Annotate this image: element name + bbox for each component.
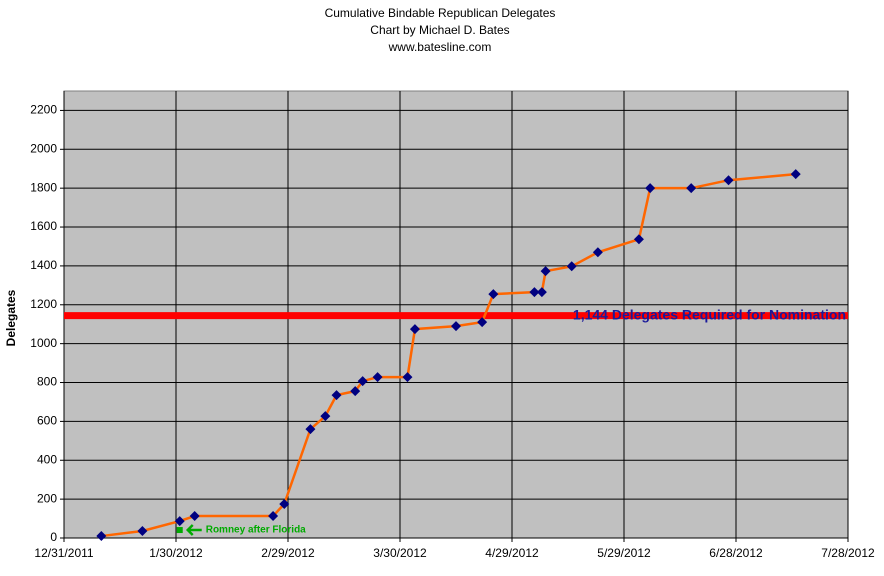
data-point (409, 324, 420, 335)
data-point (279, 498, 290, 509)
data-point (723, 175, 734, 186)
y-tick-label: 1400 (30, 258, 57, 272)
y-tick-label: 2200 (30, 103, 57, 117)
data-point (566, 261, 577, 272)
x-tick-label: 2/29/2012 (261, 546, 315, 560)
data-point (189, 511, 200, 522)
chart-title: Cumulative Bindable Republican Delegates (325, 6, 556, 20)
data-point (137, 526, 148, 537)
data-point (536, 287, 547, 298)
annotation-arrow (185, 524, 202, 536)
y-tick-label: 1000 (30, 336, 57, 350)
data-point (686, 183, 697, 194)
data-point (96, 531, 107, 542)
y-tick-label: 200 (37, 491, 57, 505)
data-point (592, 247, 603, 258)
data-point (350, 386, 361, 397)
y-tick-label: 800 (37, 375, 57, 389)
data-point (357, 376, 368, 387)
data-point (305, 424, 316, 435)
data-point (633, 234, 644, 245)
y-tick-label: 2000 (30, 141, 57, 155)
data-point (529, 287, 540, 298)
data-point (488, 289, 499, 300)
data-point (268, 511, 279, 522)
x-tick-label: 1/30/2012 (149, 546, 203, 560)
chart-subtitle: www.batesline.com (388, 40, 492, 54)
data-point (790, 169, 801, 180)
chart-subtitle: Chart by Michael D. Bates (370, 23, 509, 37)
data-point (645, 183, 656, 194)
annotation-label: Romney after Florida (206, 525, 306, 536)
data-point (402, 372, 413, 383)
data-point (331, 390, 342, 401)
x-tick-label: 12/31/2011 (34, 546, 93, 560)
y-tick-label: 400 (37, 452, 57, 466)
y-tick-label: 600 (37, 414, 57, 428)
x-tick-label: 5/29/2012 (597, 546, 651, 560)
y-tick-label: 1600 (30, 219, 57, 233)
data-point (174, 516, 185, 527)
y-tick-label: 0 (50, 530, 57, 544)
x-tick-label: 6/28/2012 (709, 546, 763, 560)
y-axis-label: Delegates (4, 289, 18, 346)
data-point (320, 411, 331, 422)
data-point (451, 321, 461, 332)
data-point (540, 266, 551, 277)
x-tick-label: 7/28/2012 (821, 546, 875, 560)
x-tick-label: 4/29/2012 (485, 546, 539, 560)
highlight-point (176, 527, 183, 534)
y-tick-label: 1200 (30, 297, 57, 311)
y-tick-label: 1800 (30, 180, 57, 194)
data-point (372, 372, 383, 383)
x-tick-label: 3/30/2012 (373, 546, 427, 560)
data-point (477, 317, 488, 328)
reference-label: 1,144 Delegates Required for Nomination (573, 306, 846, 322)
